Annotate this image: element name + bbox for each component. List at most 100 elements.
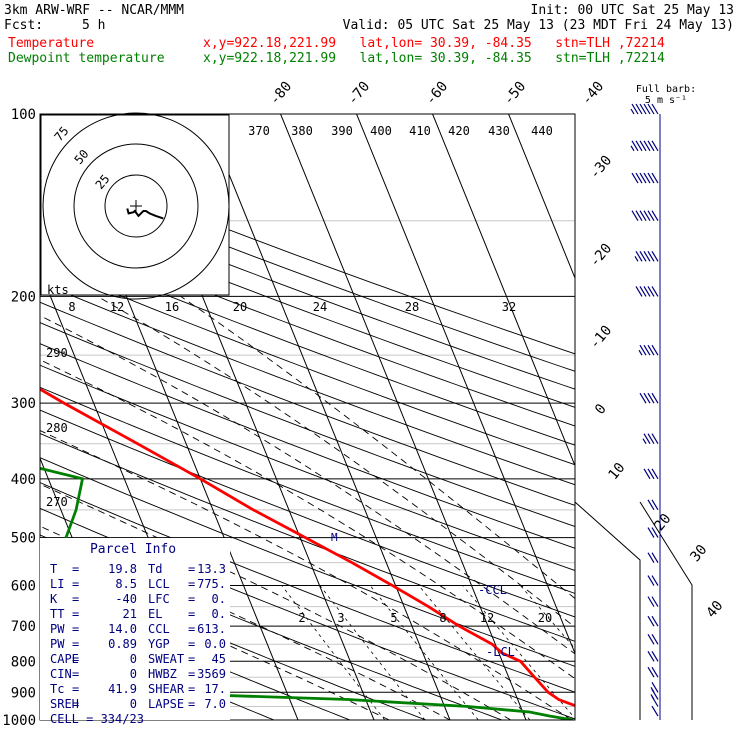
moist-adiabat-8	[40, 483, 512, 720]
parcel-value-tc: 41.9	[108, 682, 137, 696]
isotherm-label--50: -50	[501, 79, 530, 109]
barb-key-title: Full barb:	[636, 84, 696, 95]
pressure-label-700: 700	[11, 619, 36, 635]
parcel-key-hwbz: HWBZ	[148, 667, 177, 681]
hodograph-ring-25	[104, 174, 168, 238]
parcel-value-sreh: 0	[130, 697, 137, 711]
parcel-value-el: 0.	[212, 607, 226, 621]
parcel-value-tt: 21	[123, 607, 137, 621]
moist-adiabat-label-28: 28	[405, 300, 419, 314]
parcel-value-t: 19.8	[108, 562, 137, 576]
moist-adiabat--8	[40, 560, 390, 720]
legend-dewpoint-name: Dewpoint temperature	[8, 51, 165, 66]
model-title: 3km ARW-WRF -- NCAR/MMM	[4, 3, 185, 18]
temperature-profile	[40, 387, 575, 708]
dry-adiabat-400	[40, 262, 575, 466]
mixing-ratio-line-12	[462, 585, 575, 719]
barb-panel-edge-left	[574, 501, 641, 720]
mixing-ratio-label-12: 12	[480, 611, 494, 625]
parcel-eq: =	[72, 592, 79, 606]
barb-full-100	[631, 103, 639, 115]
hodograph-kts-label: kts	[47, 283, 69, 297]
parcel-value-shear: 17.	[204, 682, 226, 696]
parcel-key-lcl: LCL	[148, 577, 170, 591]
dry-adiabat-310	[40, 457, 575, 667]
barb-full-650	[647, 596, 655, 607]
barb-full-600	[651, 575, 659, 586]
parcel-value-pw: 0.89	[108, 637, 137, 651]
barb-full-300	[651, 392, 659, 404]
isotherm-label--20: -20	[587, 241, 616, 271]
dry-adiabat-label-270: 270	[46, 495, 68, 509]
parcel-key-tc: Tc	[50, 682, 64, 696]
barb-full-115	[651, 140, 659, 152]
parcel-value-pw: 14.0	[108, 622, 137, 636]
dry-adiabat-label-390: 390	[331, 124, 353, 138]
hodograph-trace	[126, 208, 164, 220]
barb-full-700	[647, 615, 655, 627]
dry-adiabat-label-380: 380	[291, 124, 313, 138]
barb-full-400	[651, 468, 659, 480]
barb-full-100	[651, 103, 659, 115]
barb-full-200	[647, 286, 655, 297]
dry-adiabat-label-400: 400	[370, 124, 392, 138]
barb-full-650	[651, 596, 659, 607]
forecast-hour: 5 h	[82, 18, 106, 33]
barb-half-175	[634, 255, 639, 262]
pressure-label-300: 300	[11, 396, 36, 412]
parcel-value-lcl: 775.	[197, 577, 226, 591]
isotherm-10	[280, 114, 527, 720]
parcel-eq: =	[72, 697, 79, 711]
parcel-eq: =	[188, 607, 195, 621]
barb-half-900	[650, 686, 655, 693]
moist-adiabat-label-8: 8	[68, 300, 75, 314]
dry-adiabat-label-290: 290	[46, 346, 68, 360]
barb-full-400	[647, 468, 655, 480]
parcel-value-ygp: 0.0	[204, 637, 226, 651]
barb-full-250	[639, 344, 647, 356]
dry-adiabat-260	[40, 590, 351, 720]
barb-full-115	[643, 140, 651, 152]
hodograph-ring-75	[42, 112, 230, 300]
barb-full-175	[647, 250, 655, 262]
parcel-value-k: -40	[115, 592, 137, 606]
barb-full-130	[647, 172, 655, 184]
barb-full-100	[643, 103, 651, 115]
barb-full-300	[639, 392, 647, 404]
mixing-ratio-line-20	[520, 585, 575, 650]
parcel-info-background	[40, 538, 230, 720]
parcel-key-tt: TT	[50, 607, 64, 621]
barb-full-130	[639, 172, 647, 184]
isotherm-label-0: 0	[592, 401, 610, 418]
barb-full-150	[647, 210, 655, 222]
barb-full-300	[647, 392, 655, 404]
pressure-label-1000: 1000	[2, 713, 36, 729]
barb-key-unit: 5 m s⁻¹	[645, 95, 687, 106]
parcel-eq: =	[72, 622, 79, 636]
barb-full-800	[651, 650, 659, 662]
barb-half-250	[638, 349, 643, 356]
barb-half-115	[630, 145, 635, 152]
barb-full-115	[647, 140, 655, 152]
isotherm-label--40: -40	[579, 79, 608, 109]
dry-adiabat-350	[40, 364, 575, 571]
barb-panel-edge-right	[639, 501, 693, 720]
barb-full-800	[647, 650, 655, 662]
moist-adiabat-label-32: 32	[502, 300, 516, 314]
isotherm-label-20: 20	[651, 511, 674, 534]
pressure-label-400: 400	[11, 472, 36, 488]
parcel-value-lfc: 0.	[212, 592, 226, 606]
parcel-key-li: LI	[50, 577, 64, 591]
parcel-value-td: 13.3	[197, 562, 226, 576]
parcel-key-el: EL	[148, 607, 162, 621]
dry-adiabat-label-410: 410	[409, 124, 431, 138]
ccl-marker: -CCL	[478, 583, 507, 597]
init-time: Init: 00 UTC Sat 25 May 13	[530, 3, 735, 18]
moist-adiabat-28	[40, 315, 575, 655]
parcel-eq: =	[188, 667, 195, 681]
parcel-value-ccl: 613.	[197, 622, 226, 636]
barb-full-450	[651, 499, 659, 511]
